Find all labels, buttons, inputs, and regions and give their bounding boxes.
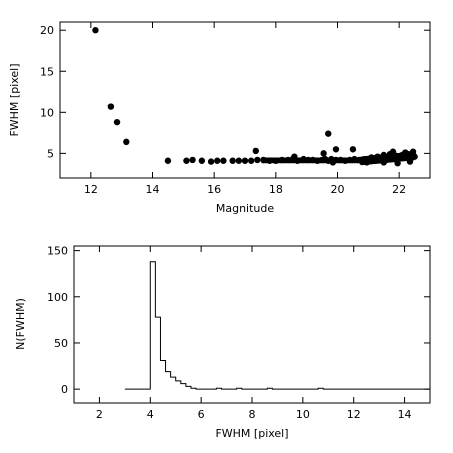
scatter-point	[252, 147, 259, 155]
scatter-point	[332, 146, 340, 153]
scatter-y-tick-label: 20	[40, 24, 54, 37]
scatter-ticks: 12 14 16 18 20 22 5 10 15 20	[40, 22, 430, 196]
scatter-point	[220, 157, 227, 164]
scatter-points	[92, 27, 418, 167]
scatter-y-axis-label: FWHM [pixel]	[8, 63, 21, 136]
histogram-x-tick-label: 2	[96, 408, 103, 421]
histogram-y-tick-label: 50	[54, 337, 68, 350]
scatter-point	[183, 157, 190, 164]
scatter-point	[214, 157, 221, 164]
histogram-x-tick-label: 10	[296, 408, 310, 421]
histogram-x-tick-label: 6	[198, 408, 205, 421]
histogram-x-tick-label: 14	[398, 408, 412, 421]
scatter-point	[409, 151, 417, 158]
histogram-y-axis-label: N(FWHM)	[14, 298, 27, 350]
scatter-point	[359, 157, 366, 164]
histogram-x-tick-label: 12	[347, 408, 361, 421]
scatter-x-tick-label: 14	[146, 183, 160, 196]
fwhm-histogram-chart: 2 4 6 8 10 12 14 0 50 100 150 FWHM [pixel] N(FWHM)	[14, 245, 431, 440]
histogram-y-tick-label: 150	[47, 245, 68, 258]
histogram-x-tick-label: 4	[147, 408, 154, 421]
histogram-step-line	[124, 261, 430, 390]
histogram-y-tick-label: 100	[47, 291, 68, 304]
scatter-point	[229, 157, 236, 164]
scatter-x-tick-label: 22	[392, 183, 406, 196]
scatter-point	[235, 157, 243, 164]
scatter-point	[241, 157, 249, 164]
histogram-x-axis-label: FWHM [pixel]	[215, 427, 288, 440]
scatter-x-tick-label: 18	[269, 183, 283, 196]
scatter-point	[254, 156, 261, 164]
scatter-point	[247, 157, 255, 164]
scatter-point	[325, 130, 332, 137]
scatter-point	[349, 146, 357, 153]
scatter-point	[320, 150, 327, 157]
scatter-point	[207, 158, 215, 165]
scatter-x-axis-label: Magnitude	[216, 202, 275, 215]
histogram-plot-frame	[73, 245, 431, 404]
scatter-x-tick-label: 12	[84, 183, 98, 196]
magnitude-fwhm-scatter-chart: 12 14 16 18 20 22 5 10 15 20 Magnitude FWHM [pixe…	[8, 21, 431, 215]
scatter-point	[123, 138, 130, 146]
scatter-point	[164, 157, 172, 164]
histogram-line	[124, 261, 430, 390]
scatter-point	[189, 156, 196, 164]
scatter-point	[92, 27, 99, 34]
scatter-point	[113, 118, 121, 126]
scatter-point	[198, 157, 206, 164]
scatter-x-tick-label: 16	[207, 183, 221, 196]
scatter-plot-frame	[59, 21, 431, 179]
histogram-y-tick-label: 0	[61, 383, 68, 396]
scatter-x-tick-label: 20	[331, 183, 345, 196]
histogram-x-tick-label: 8	[249, 408, 256, 421]
scatter-y-tick-label: 10	[40, 106, 54, 119]
scatter-y-tick-label: 15	[40, 65, 54, 78]
histogram-ticks: 2 4 6 8 10 12 14 0 50 100 150	[47, 245, 430, 421]
scatter-point	[107, 103, 115, 110]
scatter-y-tick-label: 5	[47, 147, 54, 160]
